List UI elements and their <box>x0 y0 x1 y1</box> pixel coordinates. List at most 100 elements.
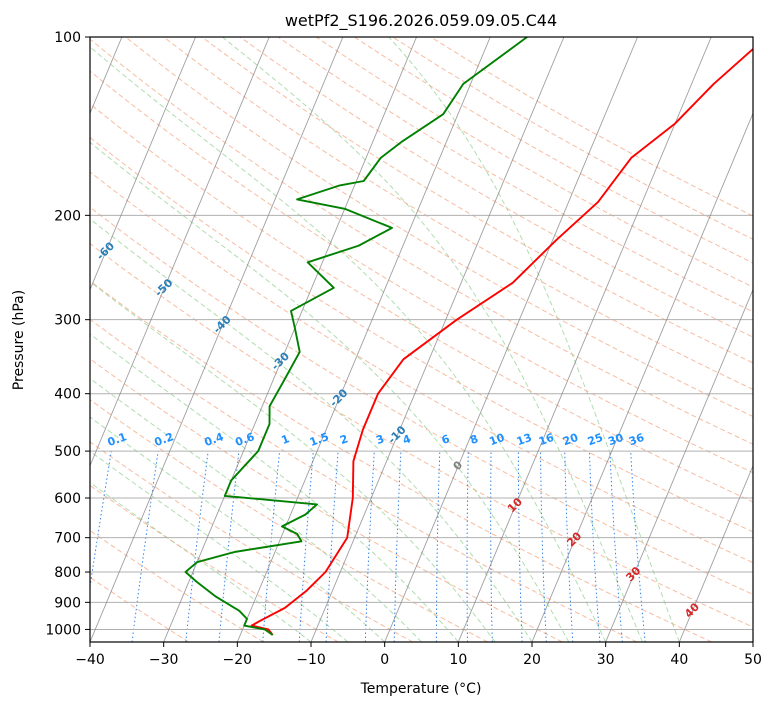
isotherm <box>384 37 638 642</box>
temperature-profile <box>250 47 753 636</box>
x-tick-label: −30 <box>149 652 179 668</box>
dry-adiabat <box>90 318 638 642</box>
moist-adiabat <box>90 450 349 642</box>
isotherm <box>605 288 753 642</box>
mixing-ratio-label: 0.4 <box>203 430 226 449</box>
moist-adiabat <box>90 141 570 642</box>
dry-adiabat <box>90 399 488 642</box>
isotherm-label: -80 <box>0 166 1 189</box>
dry-adiabat <box>90 484 339 642</box>
dry-adiabat <box>430 37 753 217</box>
mixing-ratio-label: 6 <box>440 432 452 447</box>
dry-adiabat <box>277 37 753 313</box>
mixing-ratio-label: 1.5 <box>308 430 331 449</box>
x-tick-label: 30 <box>597 652 615 668</box>
mixing-ratio-line <box>466 451 469 642</box>
dry-adiabat <box>90 206 753 595</box>
y-tick-label: 1000 <box>45 622 81 638</box>
dry-adiabat <box>90 441 414 642</box>
dry-adiabat <box>354 37 753 264</box>
isotherm-label: 40 <box>682 600 702 620</box>
isotherm-label: 20 <box>564 529 584 549</box>
mixing-ratio-line <box>588 451 601 642</box>
y-tick-label: 800 <box>54 565 81 581</box>
mixing-ratio-label: 30 <box>606 431 625 449</box>
dry-adiabat <box>316 37 753 288</box>
dry-adiabat <box>90 70 753 474</box>
mixing-ratio-label: 0.2 <box>153 430 176 449</box>
y-tick-label: 500 <box>54 444 81 460</box>
x-tick-label: −10 <box>296 652 326 668</box>
moist-adiabat <box>90 377 422 642</box>
chart-title: wetPf2_S196.2026.059.09.05.C44 <box>285 11 557 31</box>
x-axis-title: Temperature (°C) <box>360 681 482 697</box>
mixing-ratio-label: 16 <box>537 431 556 449</box>
dry-adiabat <box>90 242 753 628</box>
isotherm <box>457 37 712 642</box>
isotherm <box>310 37 565 642</box>
mixing-ratio-label: 0.1 <box>106 430 129 449</box>
plot-frame <box>89 36 754 643</box>
mixing-ratio-label: 3 <box>374 432 386 447</box>
mixing-ratio-label: 25 <box>586 431 605 448</box>
moist-adiabat <box>90 481 312 642</box>
dry-adiabat <box>90 576 190 642</box>
moist-adiabat <box>90 416 386 642</box>
isotherm <box>90 37 270 467</box>
mixing-ratio-line <box>540 451 547 642</box>
x-tick-label: −20 <box>223 652 253 668</box>
mixing-ratio-label: 0.6 <box>233 430 256 449</box>
isotherm <box>90 37 344 642</box>
isotherm-label: -30 <box>269 349 292 372</box>
y-tick-label: 300 <box>54 313 81 329</box>
moist-adiabat <box>90 218 533 642</box>
x-tick-label: 40 <box>670 652 688 668</box>
y-tick-label: 900 <box>54 595 81 611</box>
mixing-ratio-label: 10 <box>487 431 506 449</box>
isotherm-label: 30 <box>623 564 643 584</box>
x-tick-label: 10 <box>449 652 467 668</box>
mixing-ratio-line <box>185 451 209 642</box>
y-tick-label: 700 <box>54 531 81 547</box>
mixing-ratio-line <box>218 451 240 642</box>
dry-adiabat <box>163 37 753 390</box>
isotherm <box>90 37 196 291</box>
mixing-ratio-label: 20 <box>561 431 580 449</box>
dry-adiabat <box>90 136 753 533</box>
dry-adiabat <box>90 529 264 642</box>
dewpoint-profile <box>184 37 528 636</box>
dry-adiabat <box>201 37 753 364</box>
dry-adiabat <box>90 280 712 642</box>
mixing-ratio-label: 13 <box>515 431 534 448</box>
dry-adiabat <box>90 38 753 445</box>
isotherm <box>531 112 753 642</box>
x-tick-label: 50 <box>744 652 762 668</box>
x-tick-label: 20 <box>523 652 541 668</box>
x-tick-label: 0 <box>380 652 389 668</box>
mixing-ratio-line <box>298 451 314 642</box>
isotherm-label: -50 <box>152 276 175 299</box>
isotherm <box>236 37 491 642</box>
mixing-ratio-label: 8 <box>468 432 480 447</box>
dry-adiabat <box>90 358 563 642</box>
moist-adiabat <box>90 333 459 642</box>
isotherm <box>163 37 417 642</box>
dry-adiabat <box>90 103 753 503</box>
isotherm-label: 0 <box>451 458 466 473</box>
mixing-ratio-line <box>490 451 493 642</box>
y-tick-label: 600 <box>54 491 81 507</box>
y-tick-label: 100 <box>54 30 81 46</box>
dry-adiabat <box>239 37 753 338</box>
isotherm-label: -20 <box>327 386 350 409</box>
y-axis-title: Pressure (hPa) <box>11 290 27 390</box>
dry-adiabat <box>125 37 753 418</box>
y-tick-label: 400 <box>54 387 81 403</box>
y-tick-label: 200 <box>54 208 81 224</box>
mixing-ratio-line <box>393 451 402 642</box>
x-tick-label: −40 <box>75 652 105 668</box>
moist-adiabat <box>388 37 680 642</box>
mixing-ratio-line <box>90 451 112 591</box>
moist-adiabat <box>90 280 496 642</box>
mixing-ratio-label: 4 <box>401 432 413 447</box>
mixing-ratio-line <box>630 451 646 642</box>
